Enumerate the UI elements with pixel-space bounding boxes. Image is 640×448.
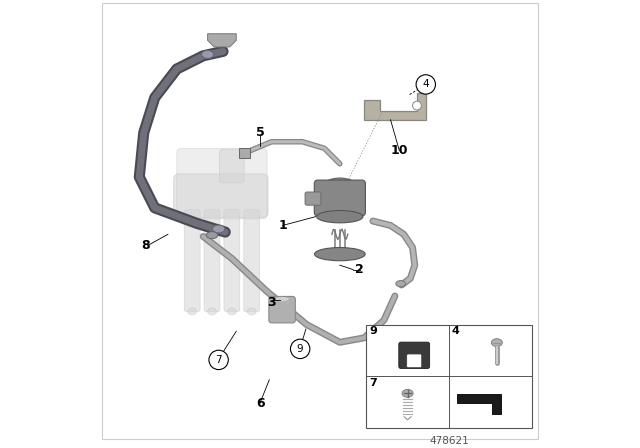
Text: 7: 7 xyxy=(215,355,222,365)
Ellipse shape xyxy=(317,211,363,223)
Circle shape xyxy=(416,75,435,94)
FancyBboxPatch shape xyxy=(239,148,250,158)
Text: 6: 6 xyxy=(256,397,265,410)
Polygon shape xyxy=(457,394,501,414)
FancyBboxPatch shape xyxy=(224,210,240,312)
Ellipse shape xyxy=(207,308,216,315)
Polygon shape xyxy=(207,34,236,47)
Text: 4: 4 xyxy=(452,326,460,336)
Text: 5: 5 xyxy=(256,126,265,139)
Bar xyxy=(366,325,532,428)
Text: 8: 8 xyxy=(141,239,150,252)
Ellipse shape xyxy=(206,232,218,239)
Circle shape xyxy=(291,339,310,358)
Ellipse shape xyxy=(314,247,365,261)
Ellipse shape xyxy=(396,280,406,287)
Ellipse shape xyxy=(188,308,196,315)
FancyBboxPatch shape xyxy=(314,180,365,216)
Ellipse shape xyxy=(402,389,413,397)
Text: 478621: 478621 xyxy=(429,436,468,446)
Text: 2: 2 xyxy=(355,263,364,276)
Ellipse shape xyxy=(202,51,214,58)
Text: 9: 9 xyxy=(297,344,303,354)
FancyBboxPatch shape xyxy=(184,210,200,312)
Text: 10: 10 xyxy=(390,144,408,157)
FancyBboxPatch shape xyxy=(399,342,429,369)
FancyBboxPatch shape xyxy=(406,354,422,368)
Text: 7: 7 xyxy=(369,378,377,388)
Ellipse shape xyxy=(275,297,289,302)
FancyBboxPatch shape xyxy=(220,149,244,183)
FancyBboxPatch shape xyxy=(244,210,260,312)
Circle shape xyxy=(209,350,228,370)
Text: 3: 3 xyxy=(268,296,276,309)
Circle shape xyxy=(413,101,421,110)
Ellipse shape xyxy=(247,308,256,315)
Text: 1: 1 xyxy=(278,219,287,232)
FancyBboxPatch shape xyxy=(173,174,268,218)
Ellipse shape xyxy=(492,339,502,347)
FancyBboxPatch shape xyxy=(269,297,295,323)
Ellipse shape xyxy=(320,178,360,202)
Text: 9: 9 xyxy=(369,326,377,336)
Ellipse shape xyxy=(212,225,225,233)
Ellipse shape xyxy=(227,308,236,315)
Polygon shape xyxy=(364,93,426,120)
Text: 4: 4 xyxy=(422,79,429,90)
FancyBboxPatch shape xyxy=(204,210,220,312)
FancyBboxPatch shape xyxy=(177,148,267,219)
FancyBboxPatch shape xyxy=(305,192,321,205)
